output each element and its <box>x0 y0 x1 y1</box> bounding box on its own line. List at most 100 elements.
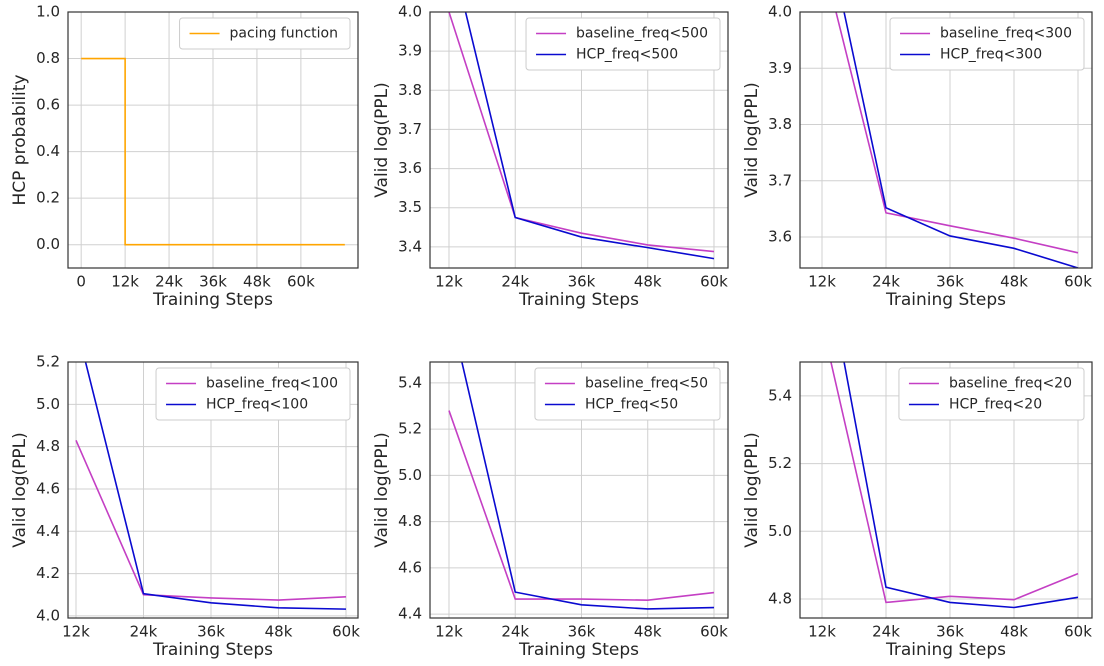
y-axis-label: Valid log(PPL) <box>742 432 762 548</box>
y-tick-label: 4.8 <box>398 512 422 530</box>
legend-label: HCP_freq<100 <box>206 397 308 413</box>
legend-box <box>525 17 721 71</box>
legend: baseline_freq<20 HCP_freq<20 <box>898 367 1085 421</box>
legend-box <box>898 367 1085 421</box>
y-tick-label: 4.6 <box>398 558 422 576</box>
legend: baseline_freq<300 HCP_freq<300 <box>889 17 1085 71</box>
series-line <box>464 12 715 260</box>
axes-frame <box>799 361 1093 619</box>
y-tick-label: 5.0 <box>398 466 422 484</box>
series-line <box>843 362 1079 609</box>
x-tick-label: 36k <box>568 623 596 641</box>
y-tick-label: 0.2 <box>36 189 60 207</box>
x-tick-label: 12k <box>435 623 463 641</box>
y-tick-label: 4.0 <box>36 606 60 624</box>
x-tick-label: 48k <box>265 623 293 641</box>
subplot: 12k 24k 36k 48k 60k 4.0 4.2 4.4 4.6 4.8 5.0 5.2 Trai… <box>10 353 360 661</box>
y-tick-label: 4.4 <box>36 522 60 540</box>
x-tick-label: 36k <box>197 623 225 641</box>
subplot: 12k 24k 36k 48k 60k 4.8 5.0 5.2 5.4 Training Step… <box>742 361 1093 660</box>
x-axis-label: Training Steps <box>152 640 273 660</box>
y-tick-label: 4.8 <box>768 590 792 608</box>
x-tick-label: 24k <box>501 273 529 291</box>
x-tick-label: 36k <box>199 273 227 291</box>
series-line <box>843 12 1079 268</box>
subplot: 12k 24k 36k 48k 60k 3.6 3.7 3.8 3.9 4.0 Training S… <box>742 3 1093 310</box>
y-tick-label: 3.9 <box>398 42 422 60</box>
x-tick-label: 60k <box>332 623 360 641</box>
x-tick-label: 36k <box>936 273 964 291</box>
legend-label: baseline_freq<500 <box>576 26 708 42</box>
y-axis-label: Valid log(PPL) <box>372 432 392 548</box>
legend-box <box>534 367 721 421</box>
y-tick-label: 5.2 <box>398 420 422 438</box>
legend-label: baseline_freq<50 <box>585 376 708 392</box>
y-tick-label: 3.7 <box>398 120 422 138</box>
y-tick-label: 4.0 <box>768 3 792 21</box>
y-axis-label: Valid log(PPL) <box>10 432 30 548</box>
axes-frame <box>799 11 1093 269</box>
x-axis-label: Training Steps <box>885 290 1006 310</box>
x-tick-label: 48k <box>243 273 271 291</box>
x-tick-label: 60k <box>700 273 728 291</box>
x-tick-label: 24k <box>130 623 158 641</box>
axes-frame <box>67 361 359 619</box>
legend-label: baseline_freq<100 <box>206 376 338 392</box>
y-tick-label: 1.0 <box>36 3 60 21</box>
axes-frame <box>429 361 729 619</box>
y-tick-label: 5.4 <box>768 386 792 404</box>
y-tick-label: 3.6 <box>398 159 422 177</box>
x-tick-label: 60k <box>287 273 315 291</box>
y-tick-label: 5.2 <box>768 454 792 472</box>
series-line <box>84 362 347 610</box>
y-tick-label: 0.6 <box>36 96 60 114</box>
x-tick-label: 48k <box>634 273 662 291</box>
x-tick-label: 36k <box>568 273 596 291</box>
x-tick-label: 60k <box>1064 623 1092 641</box>
x-axis-label: Training Steps <box>518 290 639 310</box>
legend-label: HCP_freq<500 <box>576 47 678 63</box>
subplot: 0 12k 24k 36k 48k 60k 0.0 0.2 0.4 0.6 0.8 1.0 Traini… <box>10 3 359 310</box>
legend: baseline_freq<50 HCP_freq<50 <box>534 367 721 421</box>
x-tick-label: 48k <box>1000 623 1028 641</box>
y-tick-label: 3.7 <box>768 171 792 189</box>
y-tick-label: 5.4 <box>398 373 422 391</box>
series-line <box>75 439 347 601</box>
series-line <box>448 12 715 253</box>
x-axis-label: Training Steps <box>885 640 1006 660</box>
y-tick-label: 4.8 <box>36 437 60 455</box>
y-tick-label: 0.0 <box>36 235 60 253</box>
x-tick-label: 12k <box>808 623 836 641</box>
x-tick-label: 36k <box>936 623 964 641</box>
y-tick-label: 5.0 <box>768 522 792 540</box>
x-tick-label: 12k <box>62 623 90 641</box>
x-tick-label: 60k <box>700 623 728 641</box>
x-axis-label: Training Steps <box>518 640 639 660</box>
y-tick-label: 5.2 <box>36 353 60 371</box>
y-tick-label: 3.4 <box>398 237 422 255</box>
y-tick-label: 0.4 <box>36 142 60 160</box>
legend-label: baseline_freq<20 <box>949 376 1072 392</box>
legend: baseline_freq<100 HCP_freq<100 <box>155 367 351 421</box>
y-tick-label: 5.0 <box>36 395 60 413</box>
y-tick-label: 3.9 <box>768 59 792 77</box>
legend: pacing function <box>179 17 351 50</box>
y-axis-label: Valid log(PPL) <box>372 82 392 198</box>
y-tick-label: 3.8 <box>768 115 792 133</box>
y-tick-label: 4.4 <box>398 605 422 623</box>
x-tick-label: 24k <box>872 273 900 291</box>
axes-frame <box>429 11 729 269</box>
x-tick-label: 24k <box>155 273 183 291</box>
series-line <box>81 57 345 246</box>
y-tick-label: 3.5 <box>398 198 422 216</box>
x-tick-label: 24k <box>501 623 529 641</box>
x-tick-label: 12k <box>808 273 836 291</box>
y-tick-label: 4.2 <box>36 564 60 582</box>
legend-box <box>179 17 351 50</box>
x-tick-label: 0 <box>76 273 86 291</box>
y-axis-label: HCP probability <box>10 74 30 205</box>
x-tick-label: 48k <box>634 623 662 641</box>
y-tick-label: 4.6 <box>36 479 60 497</box>
y-tick-label: 0.8 <box>36 49 60 67</box>
